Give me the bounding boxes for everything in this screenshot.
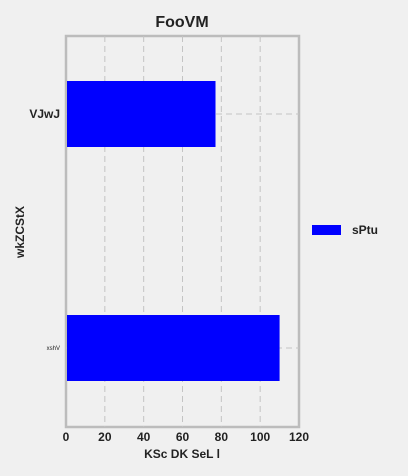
legend-swatch (312, 225, 341, 235)
x-tick-label: 0 (63, 430, 70, 444)
y-axis-label: wkZCStX (13, 206, 27, 259)
chart-title: FooVM (155, 14, 208, 31)
x-tick-label: 120 (289, 430, 309, 444)
y-tick-label: VJwJ (29, 107, 60, 121)
y-tick-label: xshV (47, 346, 60, 352)
x-tick-label: 40 (137, 430, 151, 444)
x-tick-label: 100 (250, 430, 270, 444)
bar (67, 81, 216, 147)
x-tick-labels: 0 20 40 60 80 100 120 (63, 430, 310, 444)
y-tick-labels: VJwJ xshV (29, 107, 60, 352)
x-tick-label: 60 (176, 430, 190, 444)
x-tick-label: 20 (98, 430, 112, 444)
legend: sPtu (312, 223, 378, 237)
bars (67, 81, 280, 381)
legend-label: sPtu (352, 223, 378, 237)
bar (67, 315, 280, 381)
x-axis-label: KSc DK SeL l (144, 447, 220, 461)
x-tick-label: 80 (215, 430, 229, 444)
